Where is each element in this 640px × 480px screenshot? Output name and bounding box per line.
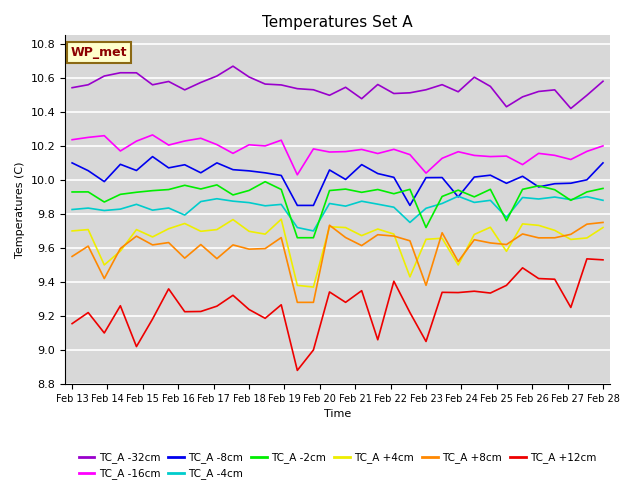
Legend: TC_A -32cm, TC_A -16cm, TC_A -8cm, TC_A -4cm, TC_A -2cm, TC_A +4cm, TC_A +8cm, T: TC_A -32cm, TC_A -16cm, TC_A -8cm, TC_A … [75, 448, 600, 480]
Y-axis label: Temperatures (C): Temperatures (C) [15, 161, 25, 258]
Text: WP_met: WP_met [70, 46, 127, 59]
Title: Temperatures Set A: Temperatures Set A [262, 15, 413, 30]
X-axis label: Time: Time [324, 409, 351, 419]
